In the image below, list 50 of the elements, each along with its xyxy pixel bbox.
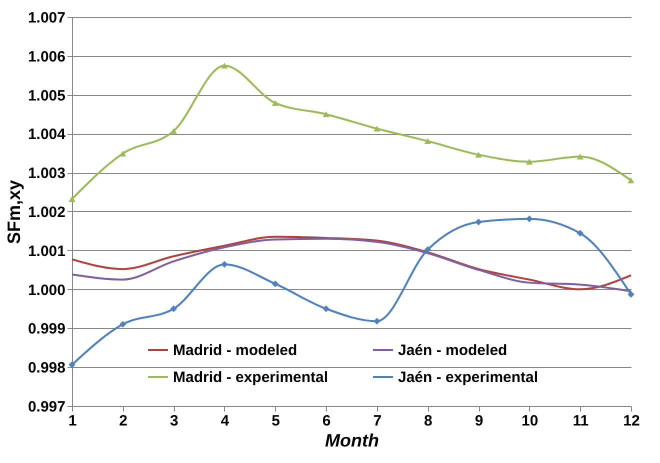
legend-label: Jaén - experimental (398, 369, 538, 386)
x-tick-label: 8 (424, 412, 432, 430)
x-tick-label: 12 (623, 412, 640, 430)
y-tick-label: 0.997 (28, 398, 66, 416)
point (576, 230, 584, 237)
y-tick-label: 1.006 (28, 48, 66, 66)
x-tick-label: 11 (572, 412, 589, 430)
point (424, 138, 432, 144)
point (374, 318, 380, 325)
x-tick-label: 1 (68, 412, 77, 430)
point (322, 111, 330, 118)
y-tick-label: 1.001 (28, 242, 66, 260)
point (628, 291, 634, 298)
point (322, 305, 330, 312)
x-tick-label: 10 (522, 412, 538, 430)
point (374, 126, 380, 132)
x-tick-label: 5 (272, 412, 280, 430)
point (576, 154, 584, 160)
y-tick-label: 1.000 (28, 282, 66, 299)
x-tick-label: 9 (474, 412, 484, 430)
point (424, 246, 432, 253)
point (221, 261, 228, 268)
y-tick-label: 1.003 (28, 165, 66, 182)
point (68, 196, 76, 202)
point (272, 280, 279, 288)
x-tick-label: 7 (373, 412, 382, 430)
x-tick-label: 4 (220, 412, 230, 430)
x-tick-label: 3 (170, 412, 178, 430)
y-tick-label: 0.999 (28, 320, 66, 338)
point (475, 218, 482, 226)
x-tick-label: 2 (119, 412, 128, 430)
point (272, 100, 279, 106)
legend-label: Jaén - modeled (398, 342, 508, 359)
point (526, 216, 533, 222)
y-tick-label: 1.004 (28, 126, 66, 144)
legend-label: Madrid - modeled (173, 342, 298, 359)
x-axis-title: Month (325, 430, 379, 450)
legend-label: Madrid - experimental (173, 369, 328, 386)
y-tick-label: 1.002 (28, 204, 66, 221)
point (119, 320, 126, 328)
y-tick-label: 1.005 (28, 87, 66, 104)
point (526, 158, 533, 165)
x-tick-label: 6 (322, 412, 331, 430)
point (221, 62, 228, 69)
y-axis-title: SFm,xy (4, 180, 24, 244)
point (628, 177, 634, 184)
point (170, 305, 177, 312)
y-tick-label: 1.007 (28, 10, 66, 26)
y-tick-label: 0.998 (28, 360, 66, 377)
point (475, 152, 482, 158)
